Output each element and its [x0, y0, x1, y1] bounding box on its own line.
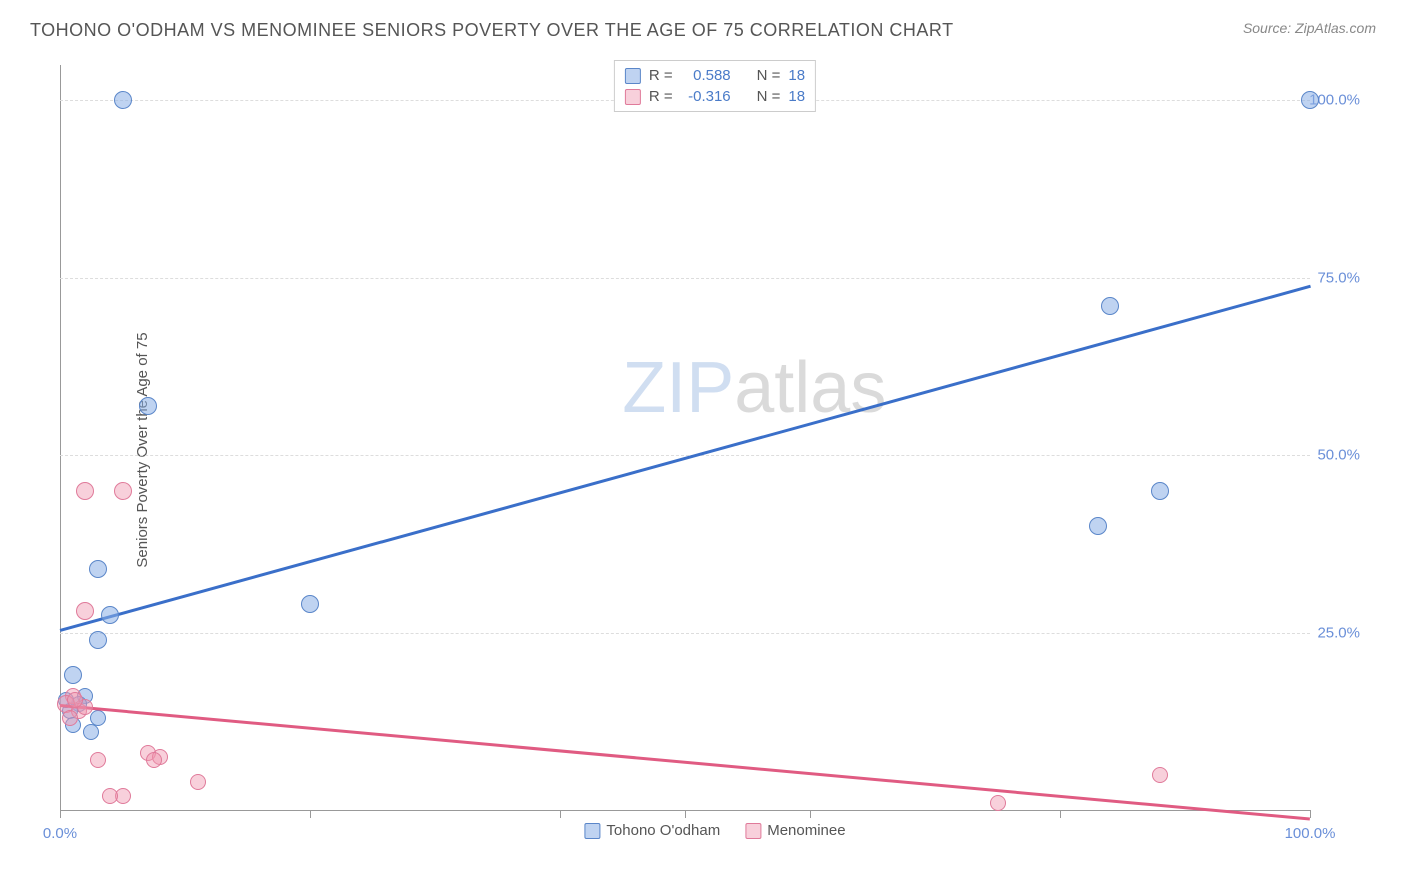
trend-line	[60, 704, 1310, 820]
n-value: 18	[788, 88, 805, 105]
data-point	[114, 482, 132, 500]
source-label: Source: ZipAtlas.com	[1243, 20, 1376, 36]
data-point	[146, 752, 162, 768]
legend-swatch	[584, 823, 600, 839]
data-point	[76, 482, 94, 500]
x-tick	[560, 810, 561, 818]
data-point	[89, 560, 107, 578]
series-legend-label: Menominee	[767, 822, 845, 839]
data-point	[1089, 517, 1107, 535]
y-tick-label: 25.0%	[1317, 624, 1360, 641]
data-point	[1101, 297, 1119, 315]
y-tick-label: 50.0%	[1317, 447, 1360, 464]
grid-line	[60, 633, 1310, 634]
grid-line	[60, 278, 1310, 279]
data-point	[1301, 91, 1319, 109]
n-label: N =	[757, 88, 781, 105]
watermark-zip: ZIP	[622, 348, 734, 428]
plot-area: ZIPatlas 25.0%50.0%75.0%100.0%0.0%100.0%…	[60, 60, 1370, 840]
stats-legend-row: R = 0.588 N = 18	[625, 65, 805, 86]
trend-line	[60, 285, 1311, 632]
legend-swatch	[625, 68, 641, 84]
chart-container: Seniors Poverty Over the Age of 75 ZIPat…	[60, 60, 1370, 840]
data-point	[90, 710, 106, 726]
data-point	[89, 631, 107, 649]
y-tick-label: 75.0%	[1317, 269, 1360, 286]
data-point	[62, 710, 78, 726]
data-point	[114, 91, 132, 109]
r-label: R =	[649, 67, 673, 84]
x-tick-label: 0.0%	[43, 825, 77, 842]
data-point	[190, 774, 206, 790]
series-legend-item: Menominee	[745, 822, 845, 839]
data-point	[67, 692, 83, 708]
x-tick	[1060, 810, 1061, 818]
data-point	[76, 602, 94, 620]
data-point	[102, 788, 118, 804]
legend-swatch	[625, 89, 641, 105]
chart-title: TOHONO O'ODHAM VS MENOMINEE SENIORS POVE…	[30, 20, 954, 41]
series-legend-label: Tohono O'odham	[606, 822, 720, 839]
n-value: 18	[788, 67, 805, 84]
legend-swatch	[745, 823, 761, 839]
x-tick	[685, 810, 686, 818]
data-point	[301, 595, 319, 613]
watermark: ZIPatlas	[622, 347, 886, 429]
x-tick	[310, 810, 311, 818]
data-point	[83, 724, 99, 740]
data-point	[1151, 482, 1169, 500]
r-value: -0.316	[681, 88, 731, 105]
series-legend-item: Tohono O'odham	[584, 822, 720, 839]
r-value: 0.588	[681, 67, 731, 84]
data-point	[101, 606, 119, 624]
data-point	[90, 752, 106, 768]
stats-legend-row: R = -0.316 N = 18	[625, 86, 805, 107]
stats-legend: R = 0.588 N = 18 R = -0.316 N = 18	[614, 60, 816, 112]
watermark-atlas: atlas	[734, 348, 886, 428]
series-legend: Tohono O'odham Menominee	[584, 822, 845, 839]
n-label: N =	[757, 67, 781, 84]
r-label: R =	[649, 88, 673, 105]
x-tick-label: 100.0%	[1285, 825, 1336, 842]
x-tick	[60, 810, 61, 818]
data-point	[64, 666, 82, 684]
data-point	[1152, 767, 1168, 783]
data-point	[139, 397, 157, 415]
x-tick	[810, 810, 811, 818]
data-point	[990, 795, 1006, 811]
